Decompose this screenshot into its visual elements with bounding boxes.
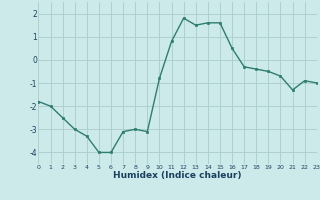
X-axis label: Humidex (Indice chaleur): Humidex (Indice chaleur) <box>113 171 242 180</box>
